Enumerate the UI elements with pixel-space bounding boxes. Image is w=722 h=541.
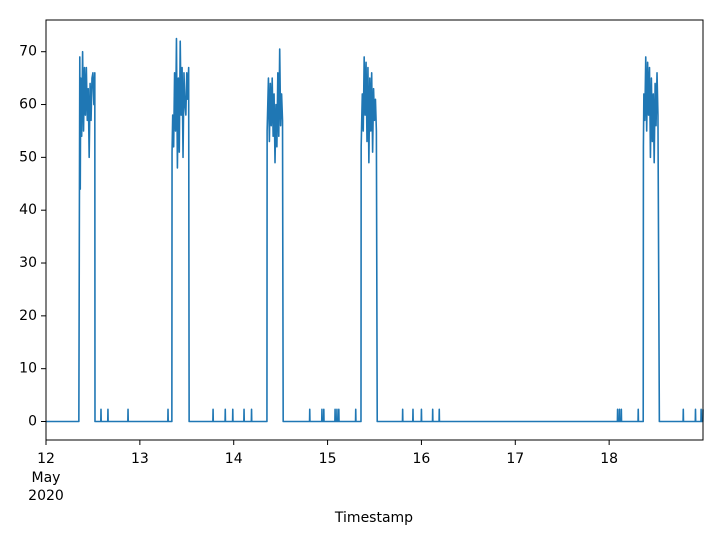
x-tick-label: 15 — [319, 451, 337, 467]
x-tick-year: 2020 — [28, 488, 64, 504]
x-axis-label: Timestamp — [334, 510, 413, 526]
y-tick-label: 30 — [19, 255, 37, 271]
x-tick-label: 17 — [506, 451, 524, 467]
x-tick-label: 18 — [600, 451, 618, 467]
x-tick-label: 16 — [413, 451, 431, 467]
y-tick-label: 20 — [19, 308, 37, 324]
y-tick-label: 60 — [19, 97, 37, 113]
x-tick-label: 14 — [225, 451, 243, 467]
data-line — [46, 37, 704, 423]
y-tick-label: 0 — [28, 414, 37, 430]
y-tick-label: 70 — [19, 44, 37, 60]
x-tick-label: 13 — [131, 451, 149, 467]
y-tick-label: 40 — [19, 202, 37, 218]
x-tick-label: 12 — [37, 451, 55, 467]
y-tick-label: 50 — [19, 149, 37, 165]
x-tick-month: May — [32, 470, 61, 486]
plot-frame — [45, 19, 704, 441]
y-tick-label: 10 — [19, 361, 37, 377]
